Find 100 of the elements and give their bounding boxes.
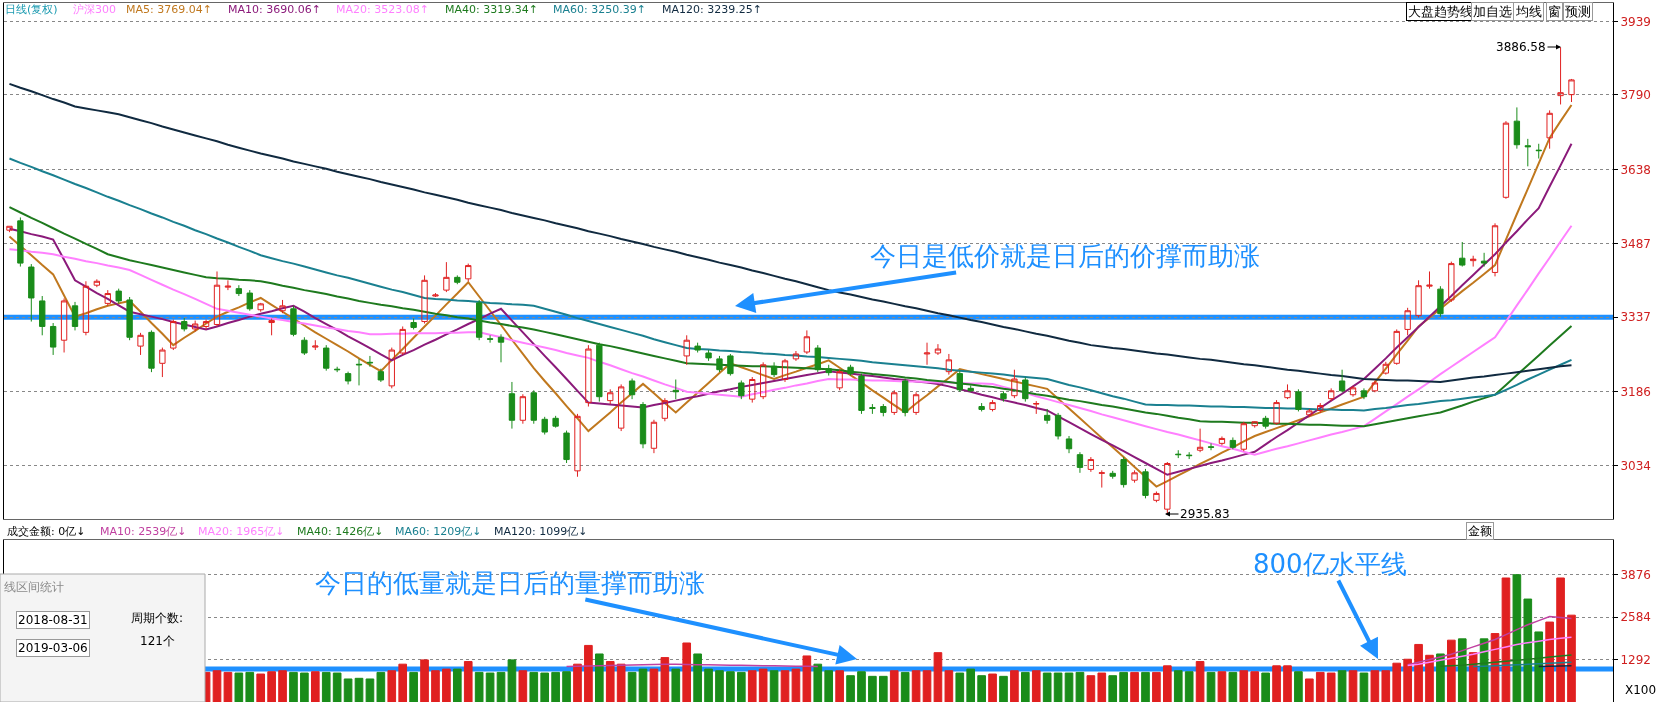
bar xyxy=(1545,621,1554,702)
candlestick xyxy=(1328,387,1335,402)
bar xyxy=(562,671,571,702)
bar xyxy=(507,659,517,702)
bar xyxy=(1359,672,1369,702)
candlestick xyxy=(421,274,428,325)
candlestick xyxy=(738,379,745,400)
candlestick xyxy=(596,342,603,403)
bar xyxy=(988,673,997,702)
bar xyxy=(649,668,659,702)
bar xyxy=(1097,672,1107,702)
candlestick xyxy=(159,347,166,378)
candlestick xyxy=(126,296,133,341)
candlestick xyxy=(989,399,996,412)
candlestick xyxy=(1044,408,1051,425)
text: MA20: 3523.08↑ xyxy=(336,3,429,16)
candlestick xyxy=(1568,78,1575,103)
bar xyxy=(682,642,692,702)
bar xyxy=(758,668,768,702)
candlestick xyxy=(650,419,658,454)
candlestick xyxy=(366,355,374,368)
chart-subtitle: 沪深300 xyxy=(73,3,116,16)
annotation: 2935.83 xyxy=(1180,507,1230,521)
candlestick xyxy=(1459,241,1466,268)
candlestick xyxy=(1546,109,1553,150)
candlestick xyxy=(6,225,13,233)
bar xyxy=(780,670,790,702)
annotation: 加自选 xyxy=(1473,4,1512,19)
bar xyxy=(1294,671,1303,702)
candlestick xyxy=(956,370,963,393)
candlestick xyxy=(1524,138,1531,167)
bar xyxy=(1195,661,1205,702)
candlestick xyxy=(39,295,46,336)
bar xyxy=(769,670,779,702)
candlestick xyxy=(563,430,570,464)
bar xyxy=(223,671,233,702)
candlestick xyxy=(1175,449,1182,459)
text: X100 xyxy=(1625,683,1657,697)
candlestick xyxy=(1218,435,1226,446)
bar xyxy=(551,671,560,702)
annotation: 2019-03-06 xyxy=(18,641,88,655)
candlestick xyxy=(1262,415,1269,430)
candlestick xyxy=(803,329,811,355)
candlestick xyxy=(574,413,581,478)
bar xyxy=(999,675,1008,702)
candlestick xyxy=(858,373,865,415)
candlestick xyxy=(1207,442,1215,451)
candlestick xyxy=(279,299,286,314)
bar xyxy=(911,670,921,702)
line-series xyxy=(8,82,1573,383)
candlestick xyxy=(1306,408,1313,418)
chart-title: 日线(复权) xyxy=(5,3,58,16)
bar xyxy=(747,670,757,702)
candlestick xyxy=(1273,399,1280,426)
bar xyxy=(1261,672,1270,702)
bar xyxy=(879,675,888,702)
line-series xyxy=(8,157,1573,412)
text: MA20: 1965亿↓ xyxy=(198,525,285,538)
text: MA40: 3319.34↑ xyxy=(445,3,538,16)
y-tick-label: 1292 xyxy=(1620,652,1651,667)
candlestick xyxy=(1033,400,1040,415)
candlestick xyxy=(1196,428,1204,453)
text: 金额 xyxy=(1468,524,1492,538)
bar xyxy=(791,668,801,702)
bar xyxy=(1457,638,1467,702)
candlestick xyxy=(290,305,297,337)
bar xyxy=(584,644,593,702)
y-tick-label: 3487 xyxy=(1620,236,1651,251)
bar xyxy=(343,678,353,702)
text: MA60: 3250.39↑ xyxy=(553,3,646,16)
candlestick xyxy=(1371,379,1379,393)
candlestick xyxy=(1338,369,1346,393)
bar xyxy=(1447,639,1456,702)
text: MA5: 3769.04↑ xyxy=(126,3,212,16)
candlestick xyxy=(82,280,90,336)
annotation: 121个 xyxy=(140,634,175,648)
bar xyxy=(900,671,910,702)
bar xyxy=(529,671,539,702)
text: MA10: 2539亿↓ xyxy=(100,525,187,538)
bar xyxy=(1086,675,1096,702)
bar xyxy=(1534,631,1544,702)
candlestick xyxy=(617,383,625,432)
y-tick-label: 3876 xyxy=(1620,567,1651,582)
candlestick xyxy=(1087,456,1095,473)
bar xyxy=(857,671,866,702)
bar xyxy=(1064,672,1074,702)
bar xyxy=(409,671,418,702)
candlestick xyxy=(486,334,494,344)
candlestick xyxy=(1470,255,1477,268)
candlestick xyxy=(727,353,734,377)
bar xyxy=(737,671,746,702)
text: MA60: 1209亿↓ xyxy=(395,525,482,538)
bar xyxy=(1337,670,1347,702)
candlestick xyxy=(901,378,909,417)
bar xyxy=(1392,662,1402,702)
candlestick xyxy=(148,329,155,373)
candlestick xyxy=(934,343,942,356)
candlestick xyxy=(410,318,417,330)
candlestick xyxy=(454,274,461,285)
bar xyxy=(966,668,976,702)
